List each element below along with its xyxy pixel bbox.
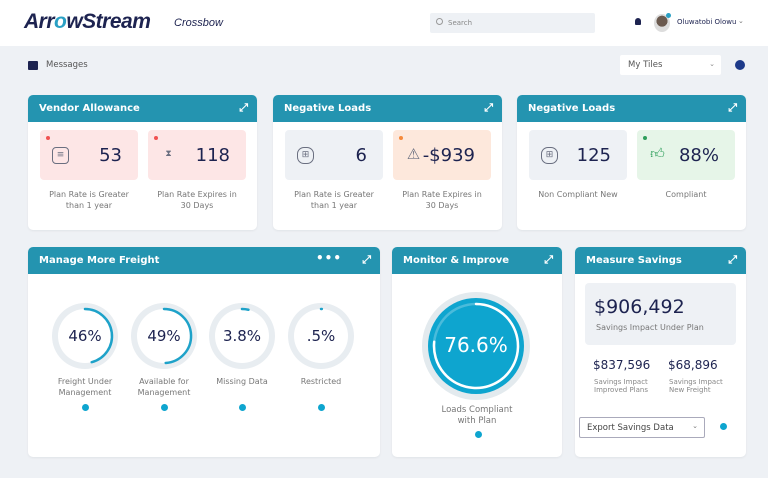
freight-gauge: 49% — [131, 303, 197, 369]
metric-value: 88% — [678, 145, 719, 166]
chevron-down-icon: ⌄ — [709, 60, 715, 68]
gauge-arc — [240, 307, 250, 312]
expand-icon[interactable]: ⤢ — [544, 253, 553, 266]
info-icon[interactable] — [475, 431, 482, 438]
metric-label: Plan Rate Expires in 30 Days — [157, 190, 237, 210]
search-placeholder: Search — [448, 19, 473, 27]
alert-dot — [154, 136, 158, 140]
metric-box[interactable]: ⊞ 6 — [285, 130, 383, 180]
box-icon: ⊞ — [541, 147, 558, 164]
metric-box[interactable]: ⚠ -$939 — [393, 130, 491, 180]
metric-label: Plan Rate is Greater than 1 year — [294, 190, 374, 210]
metric-value: 125 — [576, 145, 611, 166]
gear-icon[interactable] — [735, 60, 745, 70]
tile-title: Negative Loads — [528, 103, 616, 114]
metric-value: -$939 — [422, 145, 475, 166]
box-icon: ⊞ — [297, 147, 314, 164]
metric-box[interactable]: ⊞ 125 — [529, 130, 627, 180]
negative-loads-compliance-tile: Negative Loads ⤢ ⊞ 125 👍︎ 88% Non Compliant… — [517, 95, 746, 230]
improved-plans-value: $837,596 — [593, 358, 651, 372]
manage-more-freight-tile: Manage More Freight ••• ⤢ 46% Freight Under… — [28, 247, 380, 457]
gauge-label: Loads Compliant with Plan — [441, 405, 513, 426]
savings-total: $906,492 — [594, 296, 685, 318]
warning-icon: ⚠ — [406, 145, 421, 163]
tile-title: Monitor & Improve — [403, 255, 510, 266]
thumbs-up-icon: 👍︎ — [650, 146, 665, 162]
arrowstream-logo[interactable]: ArrowStream — [24, 10, 151, 33]
tiles-select[interactable]: My Tiles ⌄ — [620, 55, 721, 75]
search-icon — [436, 18, 443, 25]
vendor-allowance-tile: Vendor Allowance ⤢ ≡ 53 ⧗ 118 Plan Rate is … — [28, 95, 257, 230]
metric-label: Plan Rate Expires in 30 Days — [402, 190, 482, 210]
hourglass-icon: ⧗ — [165, 149, 172, 159]
savings-total-label: Savings Impact Under Plan — [596, 323, 704, 332]
metric-box[interactable]: 👍︎ 88% — [637, 130, 735, 180]
compliance-gauge: 76.6% — [422, 292, 530, 400]
calendar-icon: ≡ — [52, 147, 69, 164]
freight-gauge: .5% — [288, 303, 354, 369]
new-freight-label: Savings Impact New Freight — [669, 378, 723, 394]
gauge-arc — [162, 307, 193, 365]
negative-loads-tile: Negative Loads ⤢ ⊞ 6 ⚠ -$939 Plan Rate is G… — [273, 95, 502, 230]
expand-icon[interactable]: ⤢ — [728, 101, 737, 114]
metric-label: Plan Rate is Greater than 1 year — [49, 190, 129, 210]
messages-link[interactable]: Messages — [28, 60, 88, 70]
expand-icon[interactable]: ⤢ — [362, 253, 371, 266]
chevron-down-icon: ⌄ — [692, 422, 698, 430]
gauge-value: 49% — [147, 327, 181, 345]
gauge-label: Restricted — [300, 377, 342, 386]
new-freight-value: $68,896 — [668, 358, 718, 372]
user-name[interactable]: Oluwatobi Olowu — [677, 18, 737, 26]
info-icon[interactable] — [82, 404, 89, 411]
gauge-value: 46% — [68, 327, 102, 345]
message-icon — [28, 60, 38, 70]
export-savings-dropdown[interactable]: Export Savings Data ⌄ — [579, 417, 705, 438]
app-name: Crossbow — [174, 17, 223, 29]
gauge-value: 76.6% — [444, 333, 508, 357]
info-icon[interactable] — [239, 404, 246, 411]
expand-icon[interactable]: ⤢ — [728, 253, 737, 266]
savings-summary: $906,492 Savings Impact Under Plan — [585, 283, 736, 345]
info-icon[interactable] — [161, 404, 168, 411]
expand-icon[interactable]: ⤢ — [239, 101, 248, 114]
monitor-improve-tile: Monitor & Improve ⤢ 76.6% Loads Compliant… — [392, 247, 562, 457]
info-icon[interactable] — [318, 404, 325, 411]
improved-plans-label: Savings Impact Improved Plans — [594, 378, 648, 394]
alert-dot — [399, 136, 403, 140]
gauge-label: Freight Under Management — [57, 377, 113, 397]
chevron-down-icon[interactable]: ⌄ — [738, 17, 744, 25]
freight-gauge: 46% — [52, 303, 118, 369]
freight-gauge: 3.8% — [209, 303, 275, 369]
metric-value: 118 — [195, 145, 230, 166]
tile-title: Measure Savings — [586, 255, 682, 266]
status-dot — [666, 13, 671, 18]
metric-value: 53 — [99, 145, 122, 166]
metric-value: 6 — [355, 145, 367, 166]
metric-box[interactable]: ⧗ 118 — [148, 130, 246, 180]
avatar[interactable] — [654, 14, 670, 32]
measure-savings-tile: Measure Savings ⤢ $906,492 Savings Impact… — [575, 247, 746, 457]
expand-icon[interactable]: ⤢ — [484, 101, 493, 114]
metric-label: Compliant — [665, 190, 707, 199]
gauge-label: Available for Management — [137, 377, 191, 397]
alert-dot — [46, 136, 50, 140]
messages-label: Messages — [46, 60, 88, 70]
status-dot — [643, 136, 647, 140]
tile-title: Negative Loads — [284, 103, 372, 114]
tile-title: Manage More Freight — [39, 255, 160, 266]
more-options-icon[interactable]: ••• — [315, 251, 342, 265]
top-header: ArrowStream Crossbow Search Oluwatobi Ol… — [0, 0, 768, 46]
bell-icon[interactable] — [635, 18, 641, 25]
gauge-arc — [83, 307, 114, 364]
tiles-select-value: My Tiles — [628, 60, 663, 70]
search-input[interactable]: Search — [430, 13, 595, 33]
gauge-value: 3.8% — [222, 327, 262, 345]
gauge-arc — [432, 302, 520, 390]
gauge-value: .5% — [306, 327, 336, 345]
metric-label: Non Compliant New — [538, 190, 618, 199]
gauge-label: Missing Data — [216, 377, 268, 386]
info-icon[interactable] — [720, 423, 727, 430]
metric-box[interactable]: ≡ 53 — [40, 130, 138, 180]
tile-title: Vendor Allowance — [39, 103, 140, 114]
